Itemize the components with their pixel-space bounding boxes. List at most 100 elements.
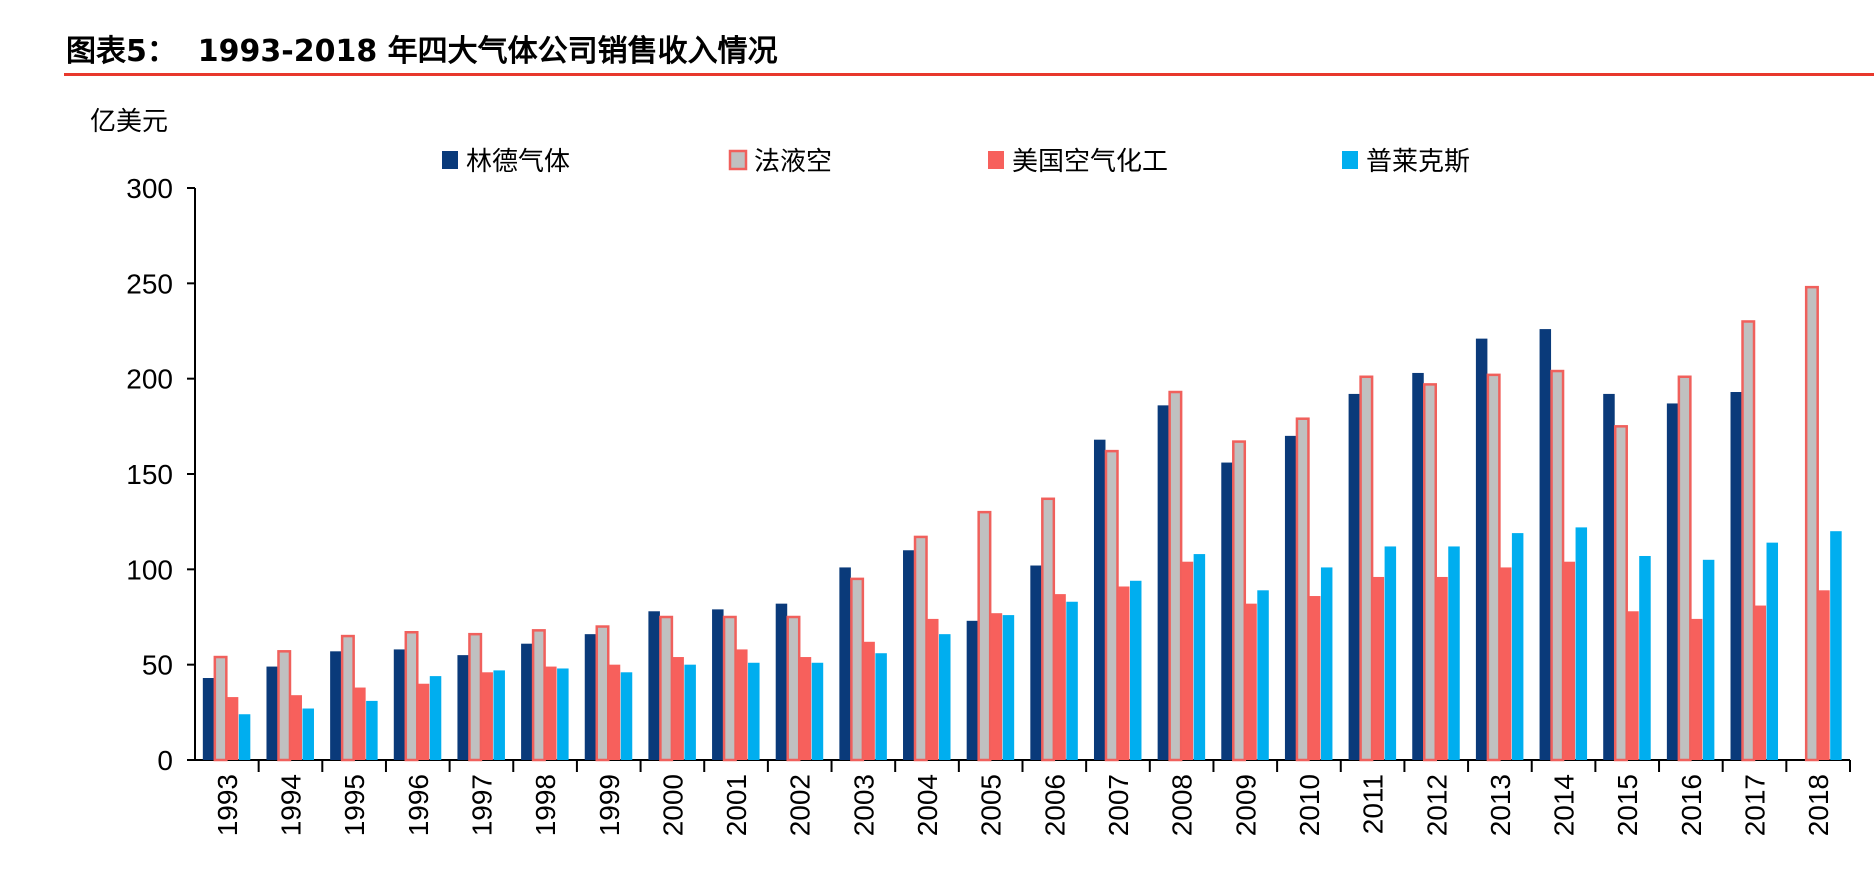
x-tick-label: 2011	[1358, 774, 1389, 834]
bar-普莱克斯-1997	[493, 670, 505, 760]
y-tick-label: 50	[142, 650, 173, 681]
bar-林德气体-2017	[1730, 392, 1743, 760]
x-tick-label: 1996	[403, 774, 434, 836]
bar-普莱克斯-1994	[302, 708, 314, 760]
bar-普莱克斯-1993	[238, 714, 251, 760]
bar-美国空气化工-2014	[1563, 561, 1576, 760]
x-tick-label: 2000	[657, 774, 688, 836]
bar-普莱克斯-2017	[1766, 542, 1779, 760]
bar-法液空-2007	[1104, 449, 1119, 762]
bar-法液空-1994	[277, 650, 292, 762]
bar-普莱克斯-2006	[1066, 601, 1078, 760]
y-tick-label: 250	[126, 268, 173, 299]
bar-林德气体-2014	[1539, 329, 1552, 760]
x-tick-label: 2010	[1294, 774, 1325, 836]
bar-美国空气化工-2016	[1690, 618, 1703, 760]
bar-法液空-1997	[468, 632, 483, 762]
bar-法液空-1999	[595, 625, 610, 762]
bar-林德气体-2000	[648, 611, 660, 760]
x-tick-label: 2008	[1167, 774, 1198, 836]
bar-法液空-2018	[1804, 285, 1819, 762]
bar-法液空-1993	[213, 655, 228, 762]
bar-林德气体-1998	[521, 643, 533, 760]
bar-林德气体-1993	[202, 678, 215, 760]
bar-美国空气化工-2010	[1308, 596, 1321, 760]
x-tick-label: 2012	[1421, 774, 1452, 836]
bar-美国空气化工-2007	[1117, 586, 1130, 760]
bar-林德气体-2003	[839, 567, 851, 760]
x-tick-label: 1993	[212, 774, 243, 836]
bar-普莱克斯-2018	[1830, 531, 1842, 760]
x-tick-label: 2005	[976, 774, 1007, 836]
x-tick-label: 1997	[466, 774, 497, 836]
legend-swatch	[442, 151, 458, 169]
x-tick-label: 1998	[530, 774, 561, 836]
bar-美国空气化工-2012	[1436, 576, 1448, 760]
legend-swatch	[988, 151, 1004, 169]
bar-美国空气化工-1997	[481, 672, 493, 760]
bar-林德气体-2007	[1093, 439, 1106, 760]
bar-普莱克斯-2002	[811, 662, 824, 760]
bar-法液空-2005	[977, 510, 992, 762]
bar-普莱克斯-2001	[748, 662, 760, 760]
x-tick-label: 2003	[848, 774, 879, 836]
bar-普莱克斯-2009	[1257, 590, 1269, 760]
legend-label: 法液空	[754, 147, 832, 177]
bar-法液空-2001	[722, 615, 737, 762]
bar-林德气体-1999	[584, 634, 597, 760]
x-tick-label: 2013	[1485, 774, 1516, 836]
x-tick-label: 2007	[1103, 774, 1134, 836]
x-tick-label: 2004	[912, 774, 943, 836]
bar-普莱克斯-2013	[1511, 533, 1524, 760]
bar-美国空气化工-1994	[290, 695, 302, 760]
bar-普莱克斯-2007	[1129, 580, 1142, 760]
bar-法液空-1996	[404, 631, 419, 762]
bar-普莱克斯-2004	[939, 634, 951, 760]
bar-法液空-2011	[1359, 375, 1374, 762]
bar-林德气体-1997	[457, 655, 469, 760]
bar-美国空气化工-2004	[927, 618, 939, 760]
bar-林德气体-2004	[903, 550, 915, 760]
bar-普莱克斯-1995	[366, 700, 378, 760]
y-tick-label: 0	[157, 745, 173, 776]
x-tick-label: 2017	[1740, 774, 1771, 836]
bar-美国空气化工-2006	[1054, 594, 1066, 760]
bar-林德气体-2009	[1221, 462, 1233, 760]
bar-美国空气化工-2018	[1818, 590, 1830, 760]
bar-林德气体-2008	[1157, 405, 1170, 760]
bars	[202, 285, 1842, 762]
bar-林德气体-1995	[330, 651, 342, 760]
bar-美国空气化工-2011	[1372, 576, 1385, 760]
bar-法液空-2015	[1613, 425, 1628, 762]
bar-法液空-1995	[340, 634, 355, 762]
x-tick-label: 2014	[1549, 774, 1580, 836]
x-tick-label: 1999	[594, 774, 625, 836]
bar-美国空气化工-1998	[545, 666, 557, 760]
bar-普莱克斯-2014	[1575, 527, 1588, 760]
bar-美国空气化工-1996	[417, 683, 430, 760]
bar-法液空-2000	[659, 615, 674, 762]
bar-法液空-2014	[1550, 369, 1565, 762]
x-tick-label: 2006	[1039, 774, 1070, 836]
bar-林德气体-2013	[1475, 338, 1488, 760]
x-tick-label: 2018	[1803, 774, 1834, 836]
bar-美国空气化工-2008	[1181, 561, 1194, 760]
bar-林德气体-1996	[393, 649, 406, 760]
bar-林德气体-2015	[1603, 393, 1615, 760]
bar-美国空气化工-2017	[1754, 605, 1767, 760]
legend-swatch	[1342, 151, 1358, 169]
legend-label: 美国空气化工	[1012, 147, 1168, 177]
bar-普莱克斯-1996	[429, 676, 442, 760]
bar-普莱克斯-2000	[684, 664, 696, 760]
bar-美国空气化工-1993	[226, 697, 239, 760]
bar-普莱克斯-2010	[1320, 567, 1333, 760]
x-tick-label: 1995	[339, 774, 370, 836]
bar-林德气体-2001	[712, 609, 724, 760]
bar-法液空-2017	[1741, 320, 1756, 762]
legend: 林德气体 法液空 美国空气化工 普莱克斯	[442, 147, 1470, 177]
x-tick-label: 2015	[1612, 774, 1643, 836]
bar-法液空-2012	[1423, 383, 1437, 762]
bar-林德气体-2005	[966, 620, 979, 760]
y-tick-label: 150	[126, 459, 173, 490]
y-axis-label: 亿美元	[90, 107, 168, 137]
